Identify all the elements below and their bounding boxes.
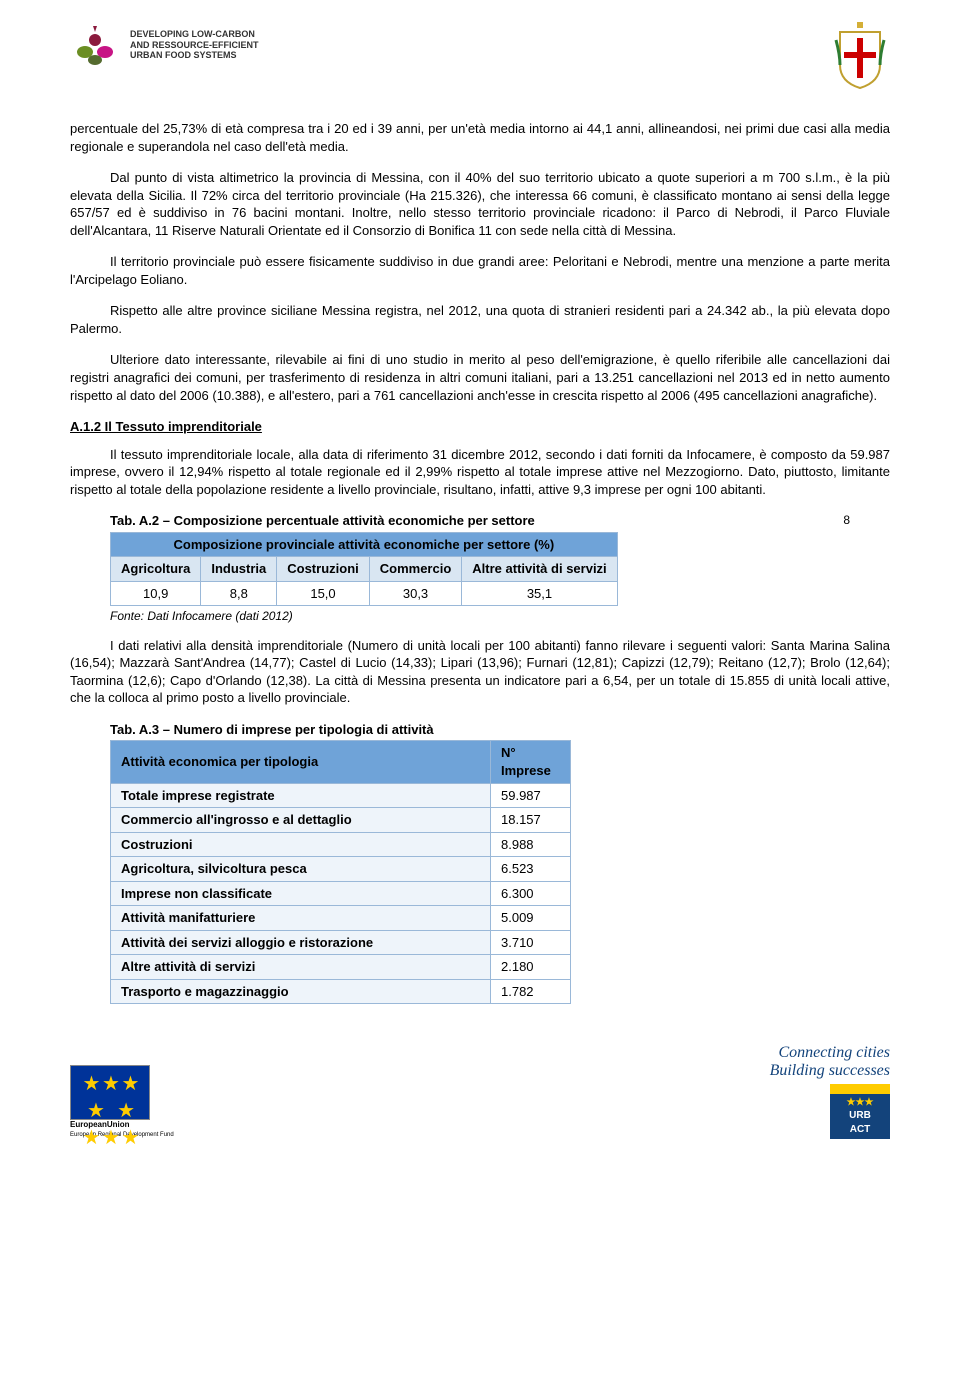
table-a2-col: Commercio (369, 557, 462, 582)
table-a3-hdr-left: Attività economica per tipologia (111, 741, 491, 783)
header-logos: DEVELOPING LOW-CARBON AND RESSOURCE-EFFI… (70, 20, 890, 90)
table-a3-hdr-right: N° Imprese (491, 741, 571, 783)
table-row-val: 1.782 (491, 979, 571, 1004)
table-row-label: Commercio all'ingrosso e al dettaglio (111, 808, 491, 833)
table-a2-val: 10,9 (111, 581, 201, 606)
paragraph-7: I dati relativi alla densità imprenditor… (70, 637, 890, 707)
coat-of-arms-icon (830, 20, 890, 90)
table-a2-val: 30,3 (369, 581, 462, 606)
table-a2-col: Industria (201, 557, 277, 582)
table-row-label: Costruzioni (111, 832, 491, 857)
table-a2-banner: Composizione provinciale attività econom… (111, 532, 618, 557)
urbact-logo-icon: ★★★ URB ACT (830, 1084, 890, 1139)
page-number: 8 (843, 512, 850, 528)
paragraph-1: percentuale del 25,73% di età compresa t… (70, 120, 890, 155)
paragraph-3: Il territorio provinciale può essere fis… (70, 253, 890, 288)
table-row-label: Totale imprese registrate (111, 783, 491, 808)
logo-left-text: DEVELOPING LOW-CARBON AND RESSOURCE-EFFI… (130, 29, 259, 61)
table-row-label: Imprese non classificate (111, 881, 491, 906)
urbact-tagline-1: Connecting cities (770, 1044, 890, 1062)
table-a2-val: 8,8 (201, 581, 277, 606)
table-row-label: Altre attività di servizi (111, 955, 491, 980)
table-a2-val: 15,0 (277, 581, 370, 606)
table-a2-source: Fonte: Dati Infocamere (dati 2012) (110, 608, 890, 624)
table-a2-caption: Tab. A.2 – Composizione percentuale atti… (110, 512, 890, 530)
table-row-label: Attività dei servizi alloggio e ristoraz… (111, 930, 491, 955)
table-a3: Attività economica per tipologia N° Impr… (110, 740, 571, 1004)
table-row-val: 8.988 (491, 832, 571, 857)
footer-logos: ★ ★ ★★ ★★ ★ ★ EuropeanUnion European Reg… (70, 1044, 890, 1138)
logo-left: DEVELOPING LOW-CARBON AND RESSOURCE-EFFI… (70, 20, 259, 70)
table-row-label: Agricoltura, silvicoltura pesca (111, 857, 491, 882)
table-row-val: 6.523 (491, 857, 571, 882)
table-a2: Composizione provinciale attività econom… (110, 532, 618, 607)
paragraph-6: Il tessuto imprenditoriale locale, alla … (70, 446, 890, 499)
table-a2-val: 35,1 (462, 581, 617, 606)
table-row-val: 6.300 (491, 881, 571, 906)
section-title: A.1.2 Il Tessuto imprenditoriale (70, 418, 890, 436)
table-row-val: 5.009 (491, 906, 571, 931)
urbact-block: Connecting cities Building successes ★★★… (770, 1044, 890, 1138)
eu-logo-block: ★ ★ ★★ ★★ ★ ★ EuropeanUnion European Reg… (70, 1065, 174, 1139)
food-systems-icon (70, 20, 120, 70)
paragraph-2: Dal punto di vista altimetrico la provin… (70, 169, 890, 239)
paragraph-5: Ulteriore dato interessante, rilevabile … (70, 351, 890, 404)
table-row-val: 2.180 (491, 955, 571, 980)
table-row-val: 18.157 (491, 808, 571, 833)
table-a3-caption: Tab. A.3 – Numero di imprese per tipolog… (110, 721, 890, 739)
table-row-val: 3.710 (491, 930, 571, 955)
paragraph-4: Rispetto alle altre province siciliane M… (70, 302, 890, 337)
table-a2-col: Costruzioni (277, 557, 370, 582)
eu-flag-icon: ★ ★ ★★ ★★ ★ ★ (70, 1065, 150, 1120)
table-row-label: Attività manifatturiere (111, 906, 491, 931)
table-row-val: 59.987 (491, 783, 571, 808)
table-row-label: Trasporto e magazzinaggio (111, 979, 491, 1004)
table-a2-col: Altre attività di servizi (462, 557, 617, 582)
table-a2-col: Agricoltura (111, 557, 201, 582)
urbact-tagline-2: Building successes (770, 1062, 890, 1080)
